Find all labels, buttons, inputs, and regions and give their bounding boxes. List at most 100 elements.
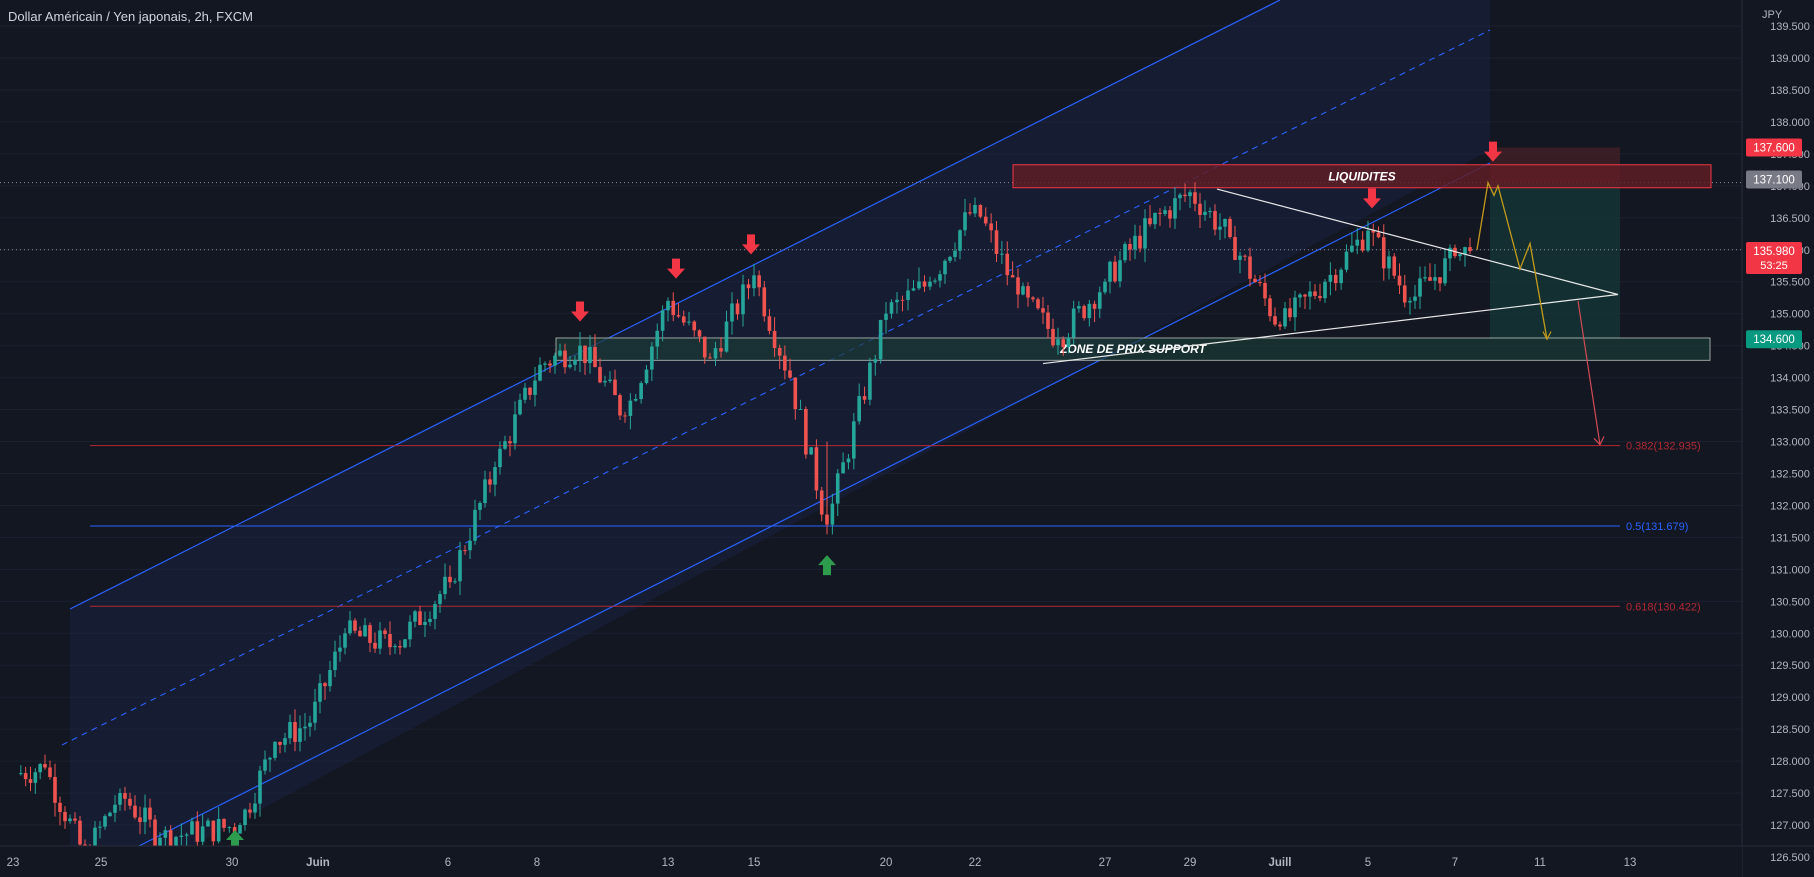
projection-path-yellow (1476, 180, 1548, 340)
candle-body (1113, 261, 1117, 282)
candle-body (273, 741, 277, 758)
price-tick-label: 138.000 (1770, 117, 1810, 129)
candle-body (503, 441, 507, 449)
candle-body (418, 611, 422, 625)
candle-body (243, 809, 247, 826)
candle-body (1387, 256, 1391, 269)
candle-body (603, 380, 607, 383)
candle-body (348, 620, 352, 634)
candle-body (1448, 247, 1452, 259)
price-tick-label: 128.000 (1770, 756, 1810, 768)
candle-body (179, 835, 184, 837)
candle-body (1463, 247, 1467, 255)
candle-body (19, 773, 23, 775)
candle-body (1273, 316, 1277, 325)
candle-body (798, 408, 803, 410)
time-axis[interactable]: 23 25 30 Juin 6 8 13 15 20 22 27 29 Juill 5 7 11 13 (0, 845, 1814, 877)
candle-body (508, 441, 512, 444)
candle-body (613, 379, 617, 396)
candle-body (1046, 312, 1050, 329)
up-arrow-marker (818, 555, 836, 576)
candle-body (1298, 294, 1302, 298)
candle-body (143, 807, 147, 823)
price-tick-label: 131.000 (1770, 564, 1810, 576)
candle-body (113, 804, 117, 813)
candle-body (713, 348, 718, 359)
price-label-text: 137.100 (1753, 174, 1795, 186)
liquidity-zone[interactable]: LIQUIDITES (1012, 164, 1712, 189)
down-arrow-marker (667, 258, 685, 279)
candle-body (148, 807, 152, 820)
fib-level-label: 0.618(130.422) (1626, 601, 1701, 613)
candle-body (263, 759, 267, 771)
time-tick-label: 15 (748, 857, 761, 869)
candle-body (1168, 210, 1172, 219)
candle-body (1208, 211, 1212, 213)
down-arrow-marker (571, 301, 589, 322)
price-axis[interactable]: JPY 126.500 127.000 127.500 128.000 128.500 12… (1741, 0, 1814, 877)
candle-body (593, 347, 597, 368)
price-tick-label: 133.500 (1770, 405, 1810, 417)
zone-label: LIQUIDITES (1328, 169, 1395, 183)
candle-body (222, 818, 226, 828)
candle-body (238, 825, 242, 834)
candle-body (968, 212, 972, 214)
candle-body (1333, 274, 1338, 284)
candle-body (108, 812, 112, 817)
candle-body (1243, 255, 1247, 257)
up-arrow-marker (226, 830, 244, 851)
candle-body (73, 818, 77, 821)
candle-body (1198, 203, 1202, 215)
candle-body (708, 357, 712, 359)
time-tick-label: 7 (1452, 857, 1458, 869)
candle-body (1418, 278, 1422, 297)
zone-rect (555, 337, 1711, 361)
candle-body (1344, 251, 1349, 270)
price-tick-label: 132.000 (1770, 500, 1810, 512)
support-zone[interactable]: ZONE DE PRIX SUPPORT (555, 337, 1711, 361)
candle-body (933, 280, 937, 282)
candle-body (1148, 218, 1152, 225)
fib-level-label: 0.5(131.679) (1626, 521, 1688, 533)
candle-body (138, 817, 142, 823)
candle-body (488, 479, 492, 485)
candle-body (518, 399, 522, 415)
candle-body (948, 256, 952, 261)
candle-body (538, 364, 542, 381)
candle-body (190, 821, 194, 835)
time-tick-label: Juill (1268, 857, 1291, 869)
candle-body (1323, 281, 1327, 299)
candle-body (862, 396, 867, 400)
candle-body (128, 798, 132, 806)
candle-body (583, 345, 587, 364)
candle-body (1313, 291, 1317, 296)
candle-body (878, 319, 883, 360)
candle-body (702, 336, 707, 358)
candle-body (1318, 295, 1322, 299)
price-tick-label: 134.000 (1770, 373, 1810, 385)
candle-body (313, 701, 317, 723)
candle-body (1118, 260, 1122, 282)
candle-body (553, 355, 557, 366)
price-tick-label: 139.500 (1770, 21, 1810, 33)
candle-body (558, 350, 562, 356)
time-tick-label: 6 (445, 857, 451, 869)
triangle-upper-line (1216, 188, 1619, 296)
time-tick-label: 13 (1624, 857, 1637, 869)
candle-body (777, 348, 782, 356)
candle-body (423, 621, 427, 625)
candle-body (363, 625, 367, 637)
candle-body (1108, 261, 1112, 282)
candle-body (1036, 299, 1040, 309)
candle-body (153, 819, 157, 846)
take-profit-box (1490, 182, 1620, 340)
candle-body (318, 683, 322, 702)
candle-body (478, 502, 482, 510)
price-tick-label: 130.000 (1770, 628, 1810, 640)
candle-body (1392, 256, 1397, 276)
candle-body (268, 757, 272, 760)
candle-body (1278, 324, 1282, 327)
candle-body (43, 764, 47, 768)
candle-body (206, 820, 210, 827)
